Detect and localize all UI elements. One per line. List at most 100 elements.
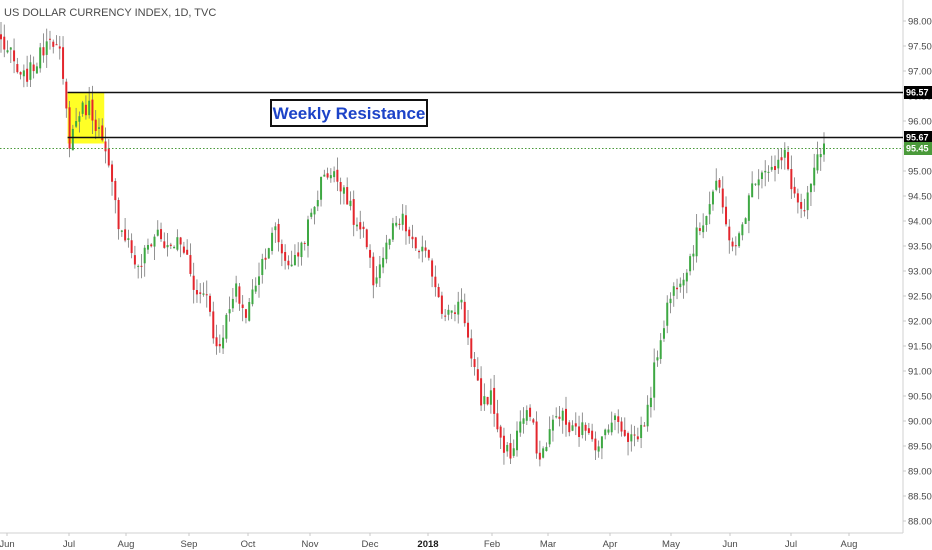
candle	[359, 210, 362, 239]
candle	[342, 185, 345, 205]
candle	[104, 127, 107, 164]
candle	[133, 245, 136, 269]
time-axis[interactable]: Jun Jul Aug Sep Oct Nov Dec 2018 Feb Mar Apr May Jun…	[0, 533, 857, 550]
candle	[597, 440, 600, 458]
candle	[277, 218, 280, 252]
candle	[813, 153, 816, 192]
candle	[610, 411, 613, 436]
candle-body	[26, 68, 29, 82]
candle	[290, 250, 293, 267]
candle-body	[711, 191, 714, 205]
candle-body	[391, 223, 394, 240]
candle	[506, 441, 509, 457]
candle	[209, 293, 212, 317]
candle-body	[682, 279, 685, 286]
candle-body	[548, 429, 551, 445]
candle	[169, 242, 172, 250]
candle	[529, 404, 532, 422]
candle	[0, 22, 2, 53]
candle-body	[813, 167, 816, 186]
candle-body	[414, 237, 417, 249]
chart-title: US DOLLAR CURRENCY INDEX, 1D, TVC	[4, 7, 216, 19]
candle	[617, 409, 620, 434]
candle-body	[529, 407, 532, 417]
candle-body	[264, 257, 267, 260]
candle-body	[819, 154, 822, 158]
candle	[418, 249, 421, 259]
candle	[787, 145, 790, 171]
candle	[803, 198, 806, 217]
candle-body	[522, 418, 525, 424]
candle-body	[512, 448, 515, 456]
x-tick-label: Dec	[362, 539, 379, 550]
candle-body	[669, 298, 672, 304]
candle	[120, 229, 123, 237]
candle-body	[747, 195, 750, 221]
y-tick-label: 89.00	[908, 467, 932, 478]
candle-body	[218, 344, 221, 347]
candle-body	[803, 210, 806, 212]
candle	[512, 439, 515, 458]
candle	[117, 197, 120, 240]
candle-body	[568, 422, 571, 433]
candle-body	[679, 283, 682, 288]
candle-body	[754, 183, 757, 185]
candle	[666, 295, 669, 334]
candle-body	[741, 224, 744, 236]
candle	[404, 205, 407, 245]
candle-body	[0, 34, 2, 40]
candle-body	[382, 257, 385, 268]
candle	[721, 176, 724, 214]
y-tick-label: 95.00	[908, 167, 932, 178]
candle	[182, 241, 185, 255]
candle-body	[427, 250, 430, 258]
candle	[790, 155, 793, 199]
candle-body	[653, 362, 656, 398]
candle	[218, 334, 221, 353]
annotation-label: Weekly Resistance	[273, 104, 426, 123]
x-tick-label: Jun	[0, 539, 15, 550]
candle	[457, 291, 460, 324]
candle-body	[71, 128, 74, 151]
candle	[52, 39, 55, 54]
candle-body	[502, 435, 505, 453]
candle	[564, 396, 567, 437]
candle	[444, 308, 447, 322]
candle	[195, 279, 198, 303]
candle	[264, 248, 267, 270]
x-tick-label: Jul	[785, 539, 797, 550]
candle	[202, 282, 205, 297]
candle	[800, 193, 803, 219]
candle-body	[192, 275, 195, 290]
x-tick-label: Mar	[540, 539, 556, 550]
candle-body	[339, 181, 342, 192]
candle	[391, 217, 394, 243]
candle-body	[689, 256, 692, 272]
candle-body	[107, 148, 110, 166]
candle	[594, 431, 597, 460]
candle	[516, 421, 519, 457]
candle	[640, 416, 643, 449]
candle-body	[303, 242, 306, 244]
candle-body	[124, 229, 127, 241]
current-price-tag: 95.45	[906, 144, 929, 154]
candle-body	[81, 102, 84, 114]
candle-body	[195, 290, 198, 295]
candle	[42, 33, 45, 63]
candle-body	[336, 169, 339, 182]
candle	[97, 118, 100, 137]
candle-body	[578, 426, 581, 437]
candle	[581, 412, 584, 439]
candle-body	[349, 200, 352, 207]
candle-body	[372, 256, 375, 286]
candle	[408, 226, 411, 244]
candle	[378, 255, 381, 287]
candle-body	[212, 311, 215, 339]
candle-body	[75, 121, 78, 127]
candle	[124, 218, 127, 243]
candle	[414, 236, 417, 251]
candle-body	[166, 245, 169, 248]
candle-body	[424, 247, 427, 251]
candle-body	[476, 369, 479, 381]
